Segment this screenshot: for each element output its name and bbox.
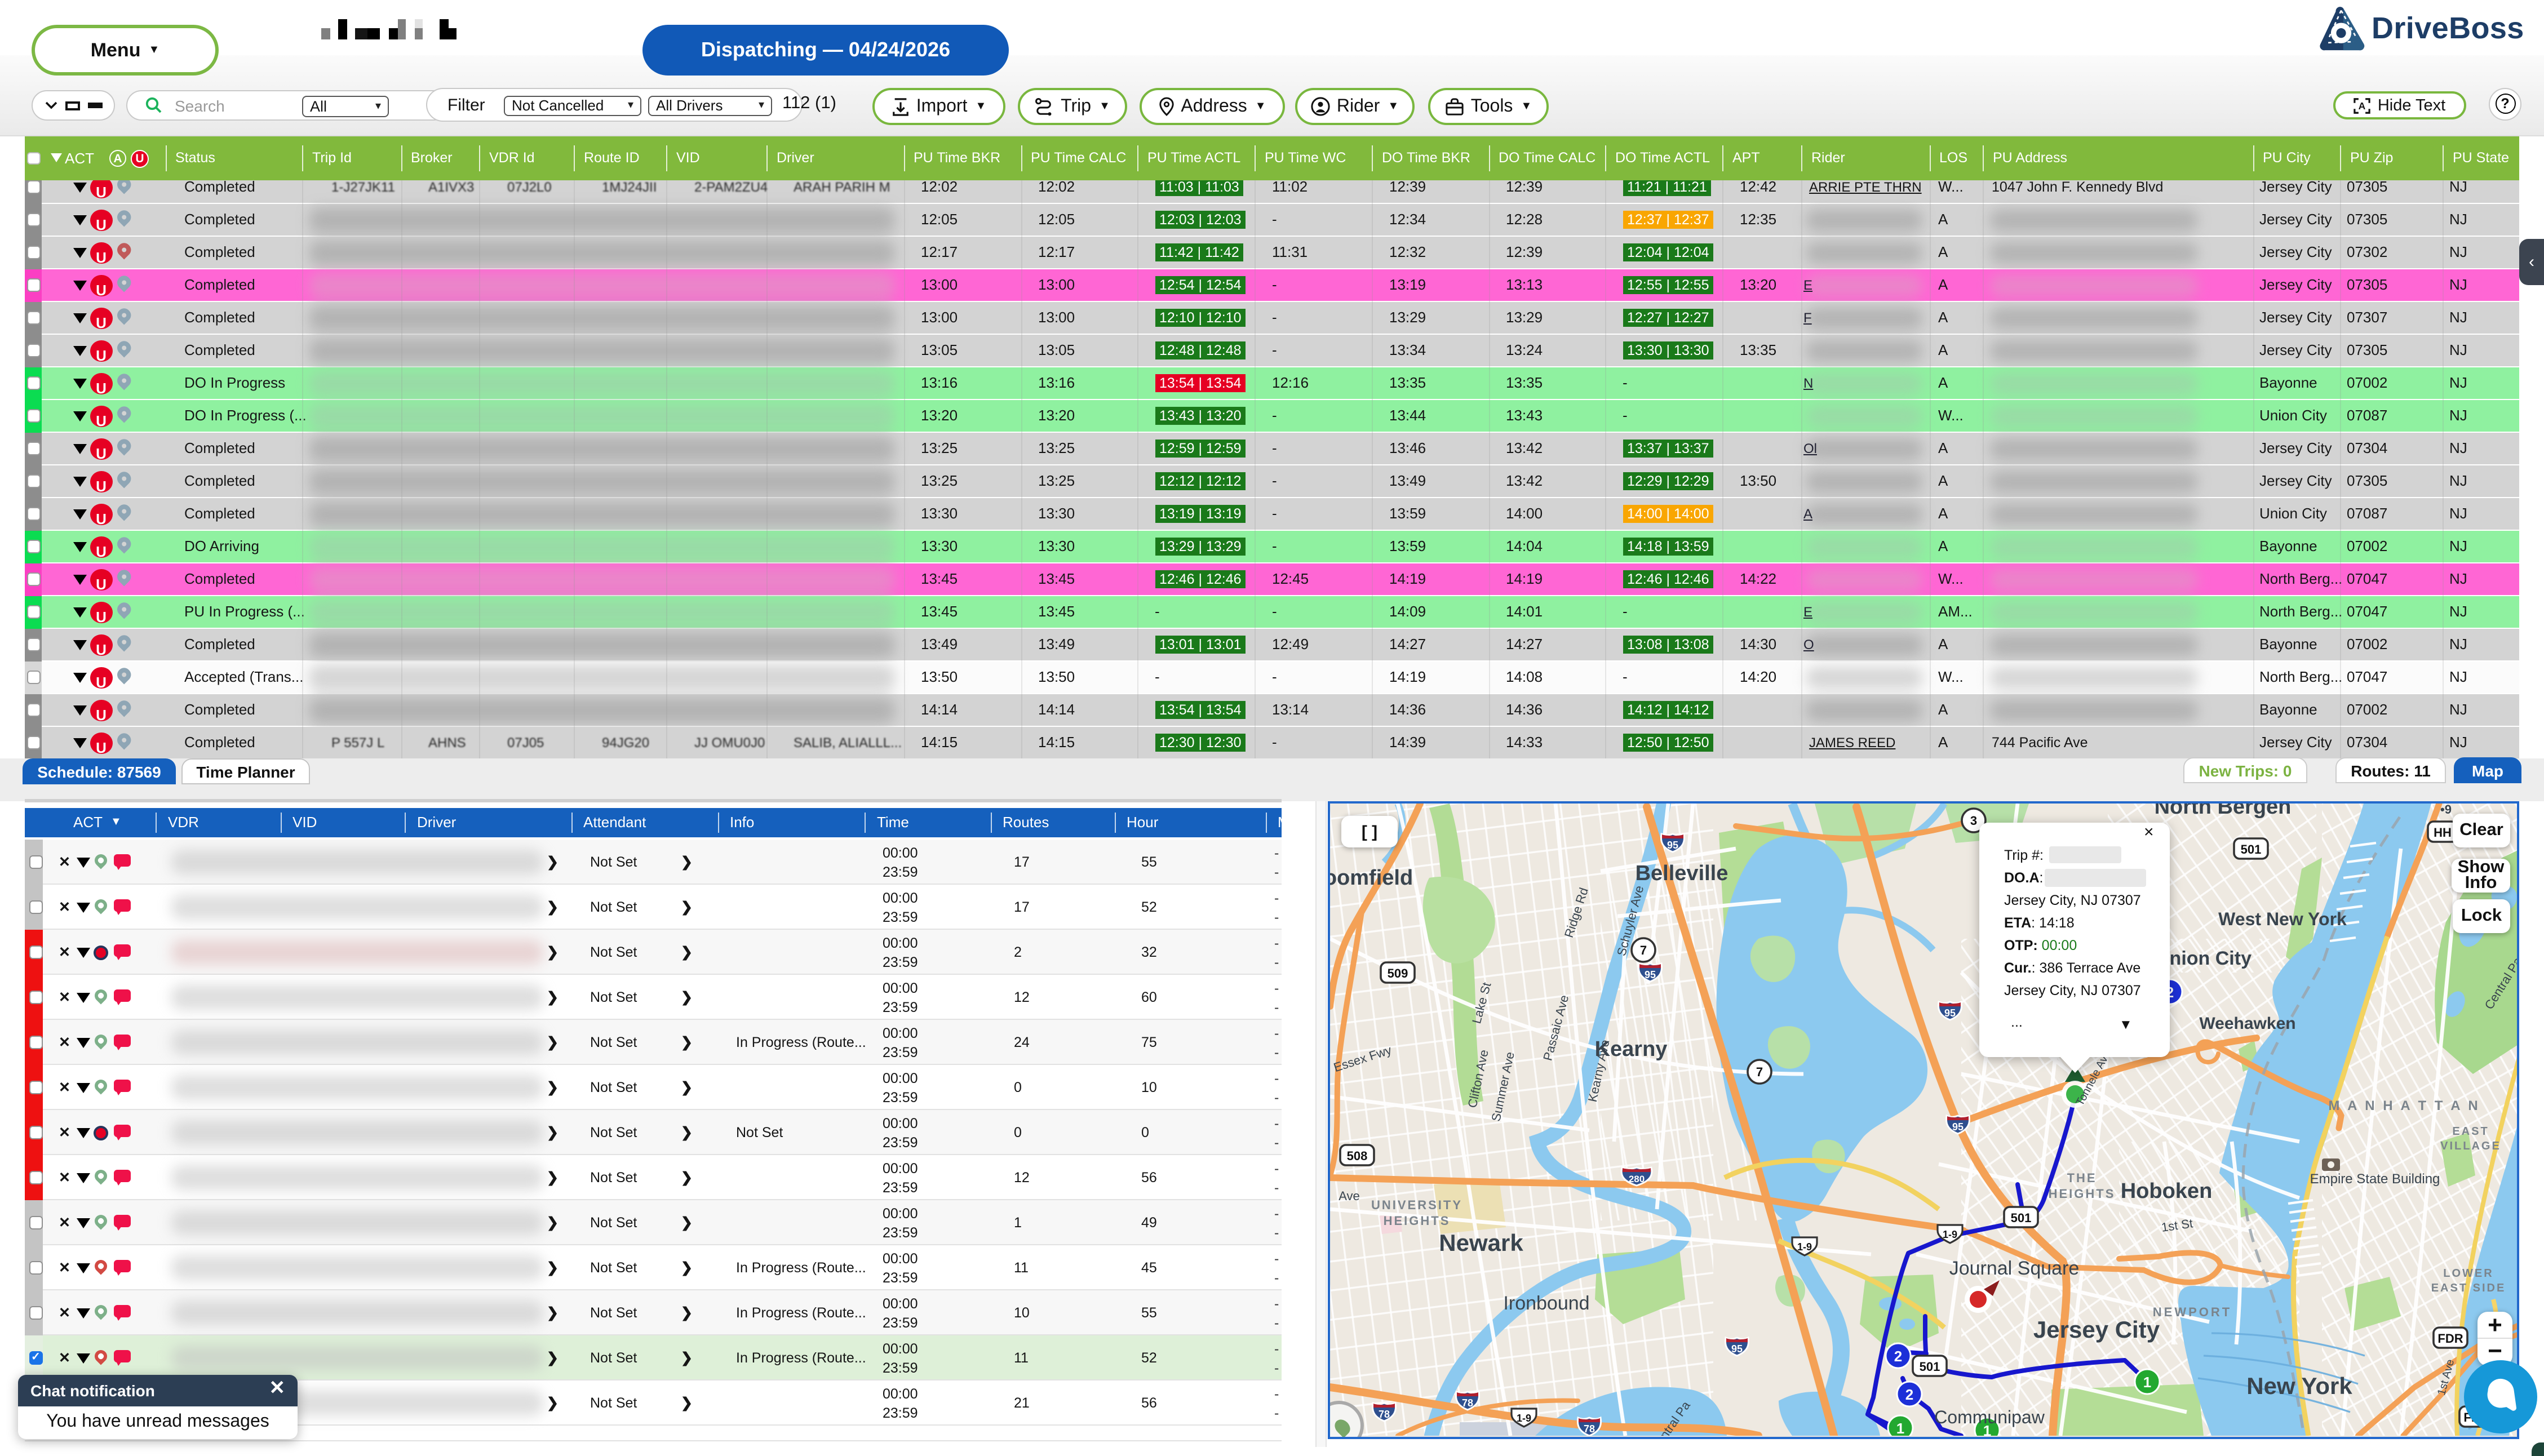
svg-text:Ironbound: Ironbound (1503, 1293, 1589, 1314)
svg-text:...: ... (2011, 1014, 2023, 1030)
svg-text:UNIVERSITY: UNIVERSITY (1371, 1198, 1462, 1212)
svg-text:•9: •9 (2440, 804, 2452, 816)
svg-text:Newark: Newark (1439, 1229, 1523, 1256)
svg-text:Empire State Building: Empire State Building (2310, 1171, 2440, 1187)
svg-text:EAST: EAST (2452, 1125, 2489, 1138)
svg-text:West New York: West New York (2218, 909, 2347, 929)
svg-text:7: 7 (1640, 943, 1647, 957)
svg-text:DO.A:: DO.A: (2004, 870, 2043, 886)
svg-text:501: 501 (2241, 842, 2262, 856)
svg-text:Cur.: 386 Terrace Ave: Cur.: 386 Terrace Ave (2004, 960, 2140, 976)
svg-text:×: × (2144, 823, 2154, 841)
svg-text:LOWER: LOWER (2443, 1267, 2493, 1280)
svg-text:Jersey City, NJ 07307: Jersey City, NJ 07307 (2004, 983, 2141, 998)
svg-text:▼: ▼ (2119, 1017, 2133, 1032)
svg-text:HEIGHTS: HEIGHTS (1384, 1214, 1451, 1228)
svg-text:2: 2 (1905, 1386, 1913, 1403)
svg-text:HEIGHTS: HEIGHTS (2049, 1187, 2116, 1201)
svg-text:OTP: 00:00: OTP: 00:00 (2004, 938, 2077, 953)
svg-text:Jersey City, NJ 07307: Jersey City, NJ 07307 (2004, 893, 2141, 908)
svg-text:VILLAGE: VILLAGE (2440, 1140, 2501, 1152)
svg-text:HH: HH (2434, 825, 2452, 840)
svg-text:2: 2 (1894, 1348, 1902, 1365)
svg-text:501: 501 (1920, 1360, 1940, 1374)
svg-text:M A N H A T T A N: M A N H A T T A N (2328, 1098, 2480, 1113)
svg-text:EAST SIDE: EAST SIDE (2431, 1282, 2506, 1294)
svg-text:A: A (2359, 100, 2366, 111)
svg-text:501: 501 (2011, 1211, 2032, 1225)
svg-text:Ave: Ave (1339, 1189, 1360, 1203)
svg-text:Communipaw: Communipaw (1934, 1407, 2045, 1427)
svg-text:Trip #:: Trip #: (2004, 847, 2044, 863)
svg-text:7: 7 (1756, 1065, 1763, 1079)
svg-text:Union City: Union City (2156, 948, 2252, 969)
svg-text:THE: THE (2067, 1171, 2097, 1185)
svg-text:1: 1 (2143, 1374, 2151, 1391)
svg-text:ETA: 14:18: ETA: 14:18 (2004, 915, 2075, 931)
svg-text:Kearny: Kearny (1595, 1037, 1668, 1061)
svg-text:oomfield: oomfield (1330, 866, 1413, 890)
svg-text:1: 1 (1896, 1420, 1904, 1436)
svg-text:3: 3 (1970, 814, 1977, 828)
svg-text:Belleville: Belleville (1636, 862, 1728, 885)
svg-text:Jersey City: Jersey City (2033, 1316, 2160, 1343)
svg-text:NEWPORT: NEWPORT (2153, 1305, 2232, 1319)
svg-text:North Bergen: North Bergen (2155, 804, 2292, 819)
svg-text:509: 509 (1388, 966, 1408, 980)
svg-text:Journal Square: Journal Square (1949, 1258, 2080, 1279)
svg-text:1: 1 (1983, 1422, 1991, 1436)
svg-text:New York: New York (2246, 1373, 2352, 1399)
svg-text:FDR: FDR (2437, 1331, 2463, 1346)
svg-text:Weehawken: Weehawken (2199, 1014, 2295, 1033)
svg-text:Hoboken: Hoboken (2121, 1179, 2213, 1203)
svg-text:508: 508 (1347, 1149, 1368, 1163)
